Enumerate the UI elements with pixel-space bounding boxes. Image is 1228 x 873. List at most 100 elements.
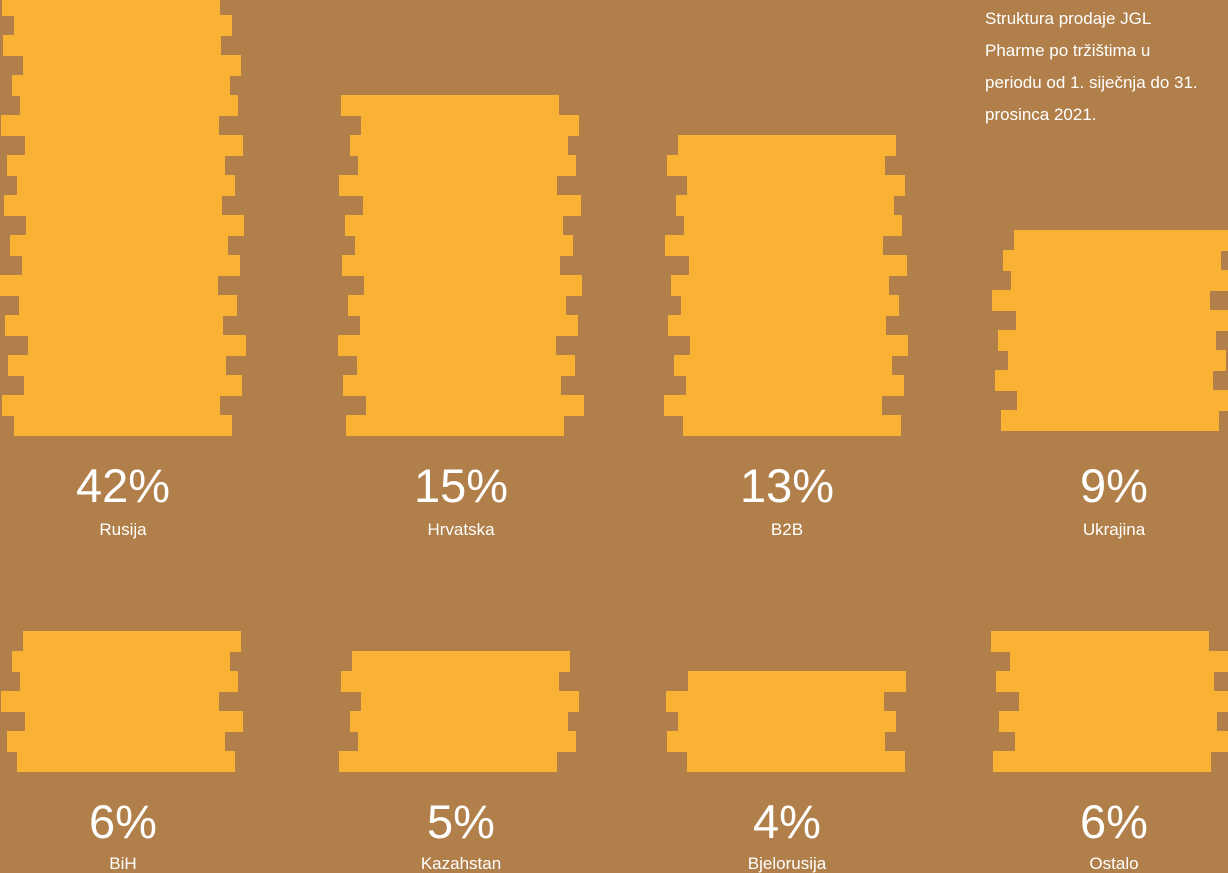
coin — [686, 375, 904, 396]
coin — [999, 711, 1217, 732]
coin — [998, 330, 1216, 351]
coin — [14, 415, 232, 436]
category-label: BiH — [109, 854, 136, 873]
coin — [666, 691, 884, 712]
value-label: 42% — [76, 459, 170, 512]
coin — [345, 215, 563, 236]
coin-stack-b2b — [664, 135, 908, 436]
value-label: 4% — [753, 795, 821, 848]
coin — [19, 295, 237, 316]
coin — [20, 671, 238, 692]
category-label: Hrvatska — [427, 520, 495, 539]
category-label: Bjelorusija — [748, 854, 827, 873]
coin — [1, 691, 219, 712]
category-label: Kazahstan — [421, 854, 501, 873]
description-line: Struktura prodaje JGL — [985, 9, 1152, 28]
coin — [690, 335, 908, 356]
coin — [361, 115, 579, 136]
coin — [995, 370, 1213, 391]
coin — [671, 275, 889, 296]
coin-stack-ukrajina — [992, 230, 1228, 431]
value-label: 15% — [414, 459, 508, 512]
coin-stack-hrvatska — [338, 95, 584, 436]
coin — [17, 751, 235, 772]
coin — [4, 195, 222, 216]
coin — [996, 671, 1214, 692]
coin — [674, 355, 892, 376]
coin — [1, 115, 219, 136]
coin — [357, 355, 575, 376]
coin — [366, 395, 584, 416]
coin — [361, 691, 579, 712]
chart-description: Struktura prodaje JGL Pharme po tržištim… — [985, 3, 1228, 131]
coin — [689, 255, 907, 276]
coin — [667, 155, 885, 176]
coin — [26, 215, 244, 236]
coin — [23, 55, 241, 76]
coin — [358, 731, 576, 752]
coin — [20, 95, 238, 116]
coin — [668, 315, 886, 336]
coin — [665, 235, 883, 256]
coin — [2, 395, 220, 416]
value-label: 6% — [1080, 795, 1148, 848]
coin — [5, 315, 223, 336]
coin — [1003, 250, 1221, 271]
coin-stack-bih — [1, 631, 243, 772]
coin — [22, 255, 240, 276]
coin — [341, 671, 559, 692]
coin — [352, 651, 570, 672]
coin — [14, 15, 232, 36]
description-line: prosinca 2021. — [985, 105, 1097, 124]
coin — [681, 295, 899, 316]
description-line: periodu od 1. siječnja do 31. — [985, 73, 1198, 92]
coin — [1017, 390, 1228, 411]
coin — [343, 375, 561, 396]
coin — [676, 195, 894, 216]
coin — [687, 175, 905, 196]
coin — [991, 631, 1209, 652]
coin — [0, 275, 218, 296]
coin — [12, 75, 230, 96]
coin — [684, 215, 902, 236]
value-label: 5% — [427, 795, 495, 848]
coin — [355, 235, 573, 256]
coin — [339, 751, 557, 772]
description-line: Pharme po tržištima u — [985, 41, 1151, 60]
coin — [667, 731, 885, 752]
coin — [342, 255, 560, 276]
coin — [23, 631, 241, 652]
coin — [350, 711, 568, 732]
coin — [1001, 410, 1219, 431]
coin — [683, 415, 901, 436]
coin — [1015, 731, 1228, 752]
value-label: 13% — [740, 459, 834, 512]
coin — [364, 275, 582, 296]
coin — [1019, 691, 1228, 712]
coin — [350, 135, 568, 156]
coin — [8, 355, 226, 376]
coin — [12, 651, 230, 672]
coin — [17, 175, 235, 196]
coin — [1016, 310, 1228, 331]
coin — [360, 315, 578, 336]
coin — [664, 395, 882, 416]
coin — [7, 731, 225, 752]
coin — [25, 135, 243, 156]
coin — [358, 155, 576, 176]
coin — [341, 95, 559, 116]
coin — [1011, 270, 1228, 291]
coin-stack-kazahstan — [339, 651, 579, 772]
coin — [678, 135, 896, 156]
coin — [10, 235, 228, 256]
coin — [2, 0, 220, 16]
coin-stack-ostalo — [991, 631, 1228, 772]
coin — [1008, 350, 1226, 371]
value-label: 6% — [89, 795, 157, 848]
coin — [28, 335, 246, 356]
category-label: Rusija — [99, 520, 147, 539]
coin — [346, 415, 564, 436]
category-label: Ostalo — [1089, 854, 1138, 873]
coin — [25, 711, 243, 732]
